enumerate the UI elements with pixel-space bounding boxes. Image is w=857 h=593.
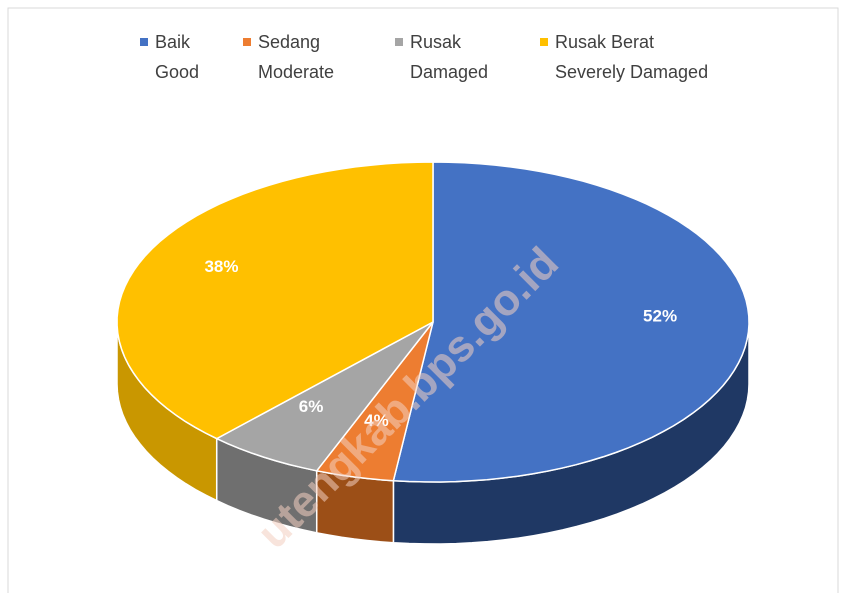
legend-label: Rusak [410,32,462,52]
slice [315,321,434,482]
data-label: 52% [643,307,677,326]
legend-label: Sedang [258,32,320,52]
legend: Baik Good Sedang Moderate Rusak Damaged Rusak … [140,32,708,82]
data-label: 6% [299,397,324,416]
slice [215,321,434,472]
pie [116,161,750,545]
legend-label: Baik [155,32,191,52]
slice [116,161,434,440]
legend-sublabel: Severely Damaged [555,62,708,82]
data-label: 38% [204,257,238,276]
legend-label: Rusak Berat [555,32,654,52]
slice [392,161,750,483]
legend-sublabel: Damaged [410,62,488,82]
legend-swatch [140,38,148,46]
data-labels: 52% 4% 6% 38% [204,257,677,430]
legend-swatch [395,38,403,46]
legend-sublabel: Good [155,62,199,82]
data-label: 4% [364,411,389,430]
legend-sublabel: Moderate [258,62,334,82]
legend-swatch [540,38,548,46]
legend-swatch [243,38,251,46]
